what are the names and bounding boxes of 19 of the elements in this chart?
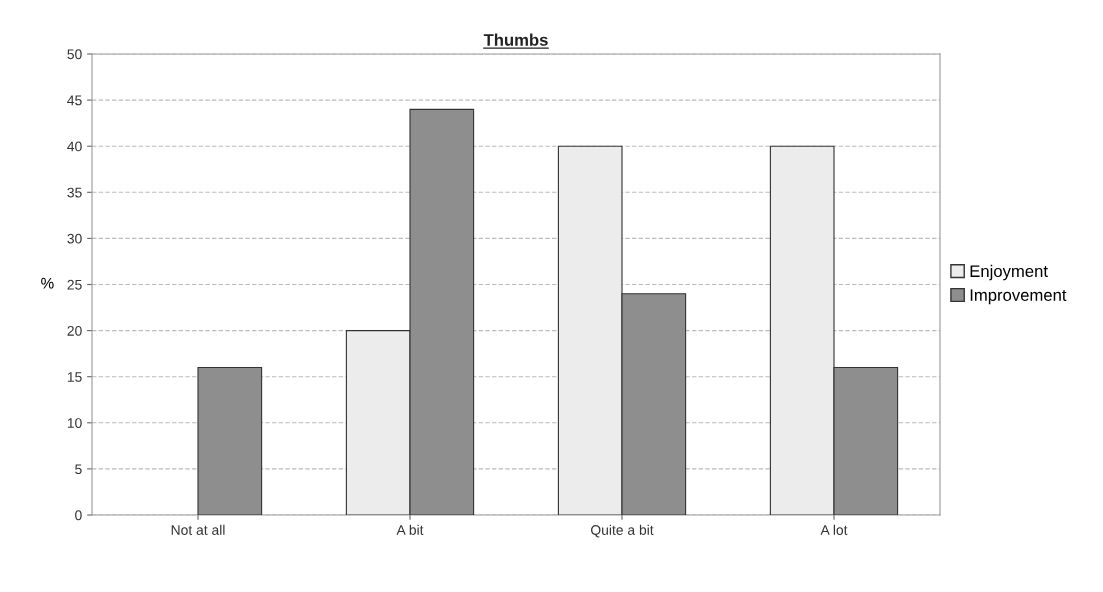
y-tick-label: 30 [67,233,82,244]
y-tick-label: 10 [67,418,82,428]
y-tick-label: 45 [67,95,82,106]
x-tick-label: A lot [820,524,848,535]
y-tick-label: 5 [75,464,82,475]
y-tick-label: 0 [75,510,82,521]
y-tick-label: 20 [67,325,82,336]
x-tick-label: Quite a bit [591,524,654,538]
legend-label: Improvement [970,289,1067,305]
y-axis-title: % [41,277,54,289]
y-tick-label: 25 [67,279,82,290]
y-tick-label: 15 [67,372,82,382]
x-tick-label: Not at all [171,524,225,535]
y-tick-label: 35 [67,187,82,198]
y-tick-label: 40 [67,141,82,152]
x-tick-label: A bit [396,524,424,535]
y-tick-label: 50 [67,49,82,60]
legend-label: Enjoyment [970,264,1048,281]
chart-title: Thumbs [483,33,548,46]
